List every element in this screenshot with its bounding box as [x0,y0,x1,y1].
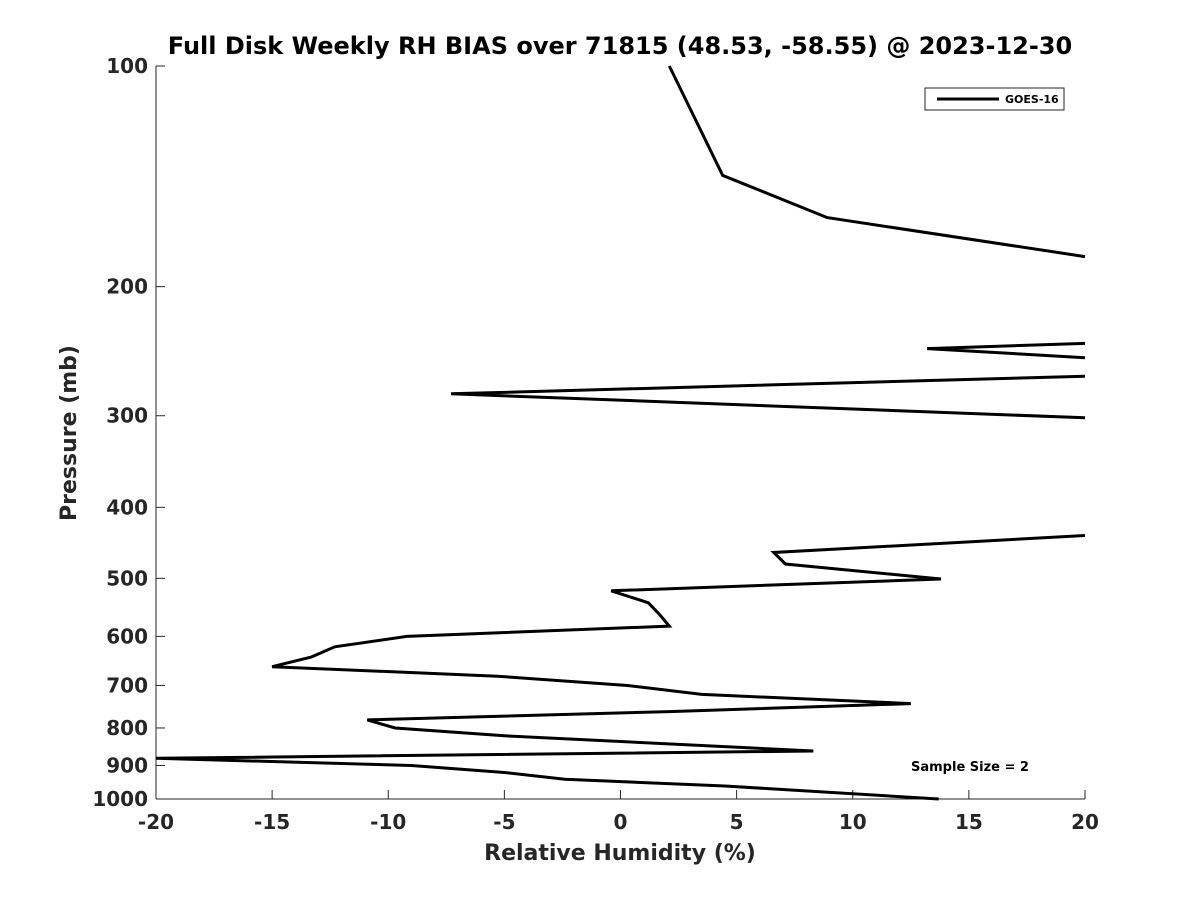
x-axis-label: Relative Humidity (%) [484,841,756,866]
series-line-segment [667,65,1086,259]
legend: GOES-16 [924,87,1065,111]
y-tick-label: 800 [106,716,148,740]
x-ticks: -20 -15 -10 -5 0 5 10 15 20 [138,790,1099,834]
x-tick-label: 0 [614,810,628,834]
series-line-segment [155,534,1086,801]
y-tick-label: 300 [106,404,148,428]
series-line-segment [450,374,1086,420]
series-line-segment [927,341,1086,360]
y-axis-label: Pressure (mb) [57,345,82,521]
y-tick-label: 200 [106,275,148,299]
chart-title: Full Disk Weekly RH BIAS over 71815 (48.… [168,32,1072,60]
y-tick-label: 400 [106,495,148,519]
x-tick-label: -5 [493,810,515,834]
y-tick-label: 1000 [92,787,148,811]
x-tick-label: 20 [1071,810,1099,834]
legend-label-goes-16: GOES-16 [1005,93,1059,106]
axes [155,66,1085,800]
x-tick-label: 15 [955,810,983,834]
y-ticks: 100 200 300 400 500 600 700 800 900 1000 [92,54,165,811]
sample-size-annotation: Sample Size = 2 [911,760,1029,775]
plot-lines [155,65,1086,801]
x-tick-label: 5 [730,810,744,834]
y-tick-label: 900 [106,753,148,777]
x-tick-label: 10 [839,810,867,834]
x-tick-label: -10 [370,810,406,834]
y-tick-label: 500 [106,566,148,590]
y-tick-label: 100 [106,54,148,78]
y-tick-label: 700 [106,673,148,697]
x-tick-label: -20 [138,810,174,834]
y-tick-label: 600 [106,624,148,648]
x-tick-label: -15 [254,810,290,834]
